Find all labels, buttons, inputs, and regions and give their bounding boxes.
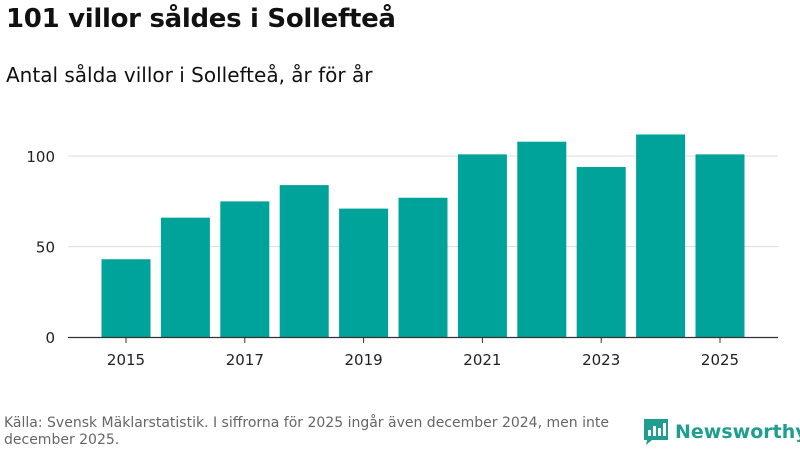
x-tick-label-2017: 2017	[226, 351, 264, 369]
newsworthy-logo[interactable]: Newsworthy	[643, 418, 800, 446]
x-tick-label-2015: 2015	[107, 351, 145, 369]
bar-2020	[398, 197, 448, 337]
bar-2023	[576, 167, 626, 337]
bar-2018	[279, 185, 329, 337]
chart-subtitle: Antal sålda villor i Sollefteå, år för å…	[6, 63, 373, 87]
newsworthy-logo-text: Newsworthy	[675, 421, 800, 443]
bar-chart: 0 50 100 2015 2017 2019 2021 2023 2025	[26, 134, 778, 369]
source-note: Källa: Svensk Mäklarstatistik. I siffror…	[4, 415, 609, 448]
bar-2022	[517, 141, 567, 337]
bar-2019	[339, 208, 389, 337]
y-tick-label-0: 0	[45, 329, 55, 347]
bar-2016	[160, 217, 210, 337]
x-tick-label-2021: 2021	[463, 351, 501, 369]
x-tick-label-2023: 2023	[582, 351, 620, 369]
bar-2024	[636, 134, 686, 337]
bar-2015	[101, 259, 151, 337]
y-tick-label-50: 50	[36, 239, 55, 257]
newsworthy-logo-icon	[644, 419, 668, 445]
bar-2017	[220, 201, 270, 337]
bar-2021	[457, 154, 507, 337]
x-tick-label-2025: 2025	[701, 351, 739, 369]
x-tick-label-2019: 2019	[345, 351, 383, 369]
bar-2025	[695, 154, 745, 337]
chart-title: 101 villor såldes i Sollefteå	[6, 4, 396, 34]
y-tick-label-100: 100	[26, 148, 55, 166]
